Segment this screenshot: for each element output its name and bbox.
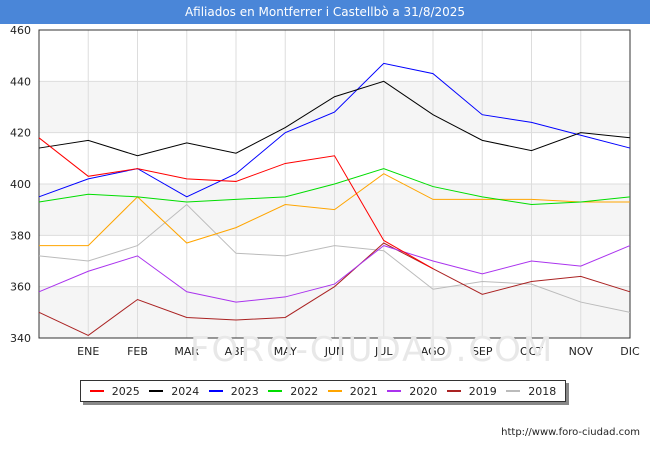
- legend-item-2024: 2024: [149, 385, 199, 398]
- legend-item-2023: 2023: [208, 384, 259, 398]
- legend-label: 2023: [230, 384, 259, 398]
- x-tick-label: MAR: [174, 345, 199, 358]
- series-line-2018: [38, 203, 631, 313]
- legend-item-2022: 2022: [268, 385, 318, 398]
- legend-swatch: [446, 390, 461, 392]
- plot-border: [38, 29, 631, 339]
- y-tick-label: 360: [10, 281, 31, 294]
- legend-swatch: [208, 390, 223, 392]
- legend-label: 2025: [111, 384, 140, 398]
- legend-item-2021: 2021: [327, 384, 378, 398]
- legend-swatch: [387, 390, 402, 392]
- series-line-2024: [38, 80, 631, 157]
- legend-item-2020: 2020: [387, 385, 437, 398]
- legend-swatch: [149, 390, 164, 392]
- legend-label: 2020: [409, 384, 438, 398]
- x-tick-label: DIC: [620, 345, 640, 358]
- chart-title: Afiliados en Montferrer i Castellbò a 31…: [0, 0, 650, 24]
- legend-swatch: [327, 390, 342, 392]
- y-tick-label: 380: [10, 229, 31, 242]
- y-tick-label: 440: [10, 75, 31, 88]
- series-line-2025: [38, 137, 434, 270]
- legend-swatch: [268, 390, 283, 392]
- legend-label: 2021: [349, 384, 378, 398]
- legend-label: 2019: [468, 384, 497, 398]
- legend-swatch: [506, 390, 521, 392]
- legend: 2025 2024 2023 2022 2021 2020 2019 2018: [80, 380, 566, 402]
- x-tick-label: JUL: [374, 345, 393, 358]
- x-tick-label: JUN: [324, 345, 345, 358]
- legend-label: 2022: [290, 384, 319, 398]
- legend-item-2025: 2025: [89, 384, 140, 398]
- legend-label: 2024: [171, 384, 200, 398]
- series-line-2020: [38, 245, 631, 303]
- y-tick-label: 340: [10, 332, 31, 345]
- x-tick-label: SEP: [472, 345, 493, 358]
- legend-swatch: [89, 390, 104, 392]
- y-tick-label: 460: [10, 24, 31, 37]
- x-tick-label: MAY: [274, 345, 297, 358]
- x-tick-label: FEB: [127, 345, 148, 358]
- y-tick-label: 400: [10, 178, 31, 191]
- x-tick-label: ABR: [225, 345, 248, 358]
- legend-item-2018: 2018: [506, 385, 556, 398]
- series-line-2019: [38, 242, 631, 337]
- series-line-2022: [38, 168, 631, 206]
- x-tick-label: OCT: [520, 345, 543, 358]
- x-tick-label: AGO: [421, 345, 446, 358]
- x-tick-label: ENE: [77, 345, 99, 358]
- y-tick-label: 420: [10, 127, 31, 140]
- legend-label: 2018: [528, 384, 557, 398]
- x-tick-label: NOV: [569, 345, 594, 358]
- source-url[interactable]: http://www.foro-ciudad.com: [501, 427, 640, 438]
- legend-item-2019: 2019: [446, 384, 497, 398]
